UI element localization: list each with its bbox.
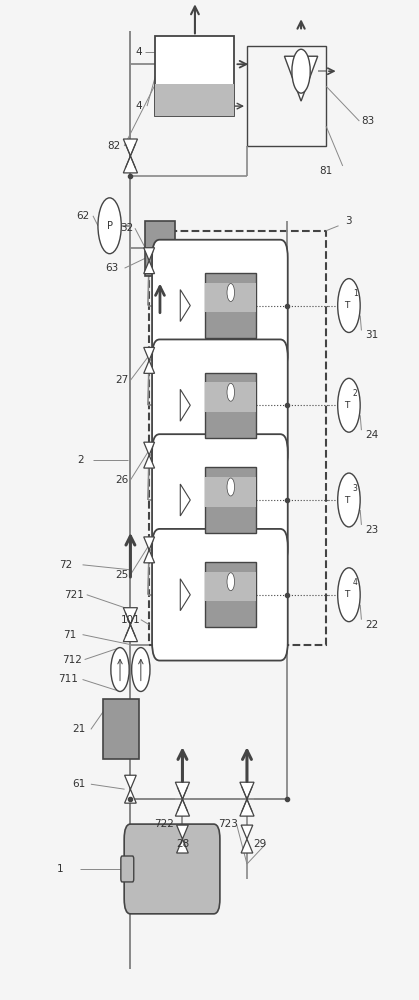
Circle shape [227, 383, 235, 401]
Text: 3: 3 [353, 484, 357, 493]
Polygon shape [240, 782, 254, 799]
Bar [205, 283, 256, 312]
Text: T: T [344, 590, 349, 599]
Polygon shape [180, 484, 190, 516]
Bar [205, 373, 256, 438]
Text: P: P [106, 221, 113, 231]
Text: 26: 26 [116, 475, 129, 485]
Polygon shape [123, 156, 137, 173]
Text: 101: 101 [121, 615, 140, 625]
Circle shape [338, 473, 360, 527]
Polygon shape [241, 839, 253, 853]
Text: 712: 712 [62, 655, 82, 665]
Polygon shape [180, 389, 190, 421]
Circle shape [338, 378, 360, 432]
Bar [155, 36, 235, 116]
Text: T: T [344, 301, 349, 310]
Bar [205, 572, 256, 601]
Text: 61: 61 [72, 779, 85, 789]
Text: 21: 21 [72, 724, 85, 734]
Text: 722: 722 [154, 819, 173, 829]
Circle shape [132, 648, 150, 691]
Polygon shape [123, 608, 137, 625]
Polygon shape [144, 455, 155, 468]
Text: 62: 62 [76, 211, 89, 221]
Bar [103, 699, 139, 759]
Polygon shape [177, 839, 188, 853]
FancyBboxPatch shape [152, 240, 288, 371]
Polygon shape [144, 442, 155, 455]
Text: 83: 83 [361, 116, 374, 126]
Polygon shape [176, 799, 189, 816]
Polygon shape [176, 782, 189, 799]
Polygon shape [144, 550, 155, 563]
Text: 82: 82 [107, 141, 120, 151]
Circle shape [98, 198, 121, 254]
Circle shape [227, 478, 235, 496]
Text: 721: 721 [64, 590, 84, 600]
Polygon shape [180, 290, 190, 321]
Bar [205, 477, 256, 507]
FancyBboxPatch shape [121, 856, 134, 882]
Polygon shape [144, 248, 155, 261]
Text: 72: 72 [59, 560, 72, 570]
Text: 2: 2 [353, 389, 357, 398]
Polygon shape [123, 625, 137, 642]
Circle shape [338, 568, 360, 622]
Bar [247, 46, 326, 146]
Polygon shape [144, 537, 155, 550]
Bar [205, 273, 256, 338]
Bar [205, 562, 256, 627]
Circle shape [111, 648, 129, 691]
Polygon shape [180, 579, 190, 611]
Polygon shape [241, 825, 253, 839]
Circle shape [338, 279, 360, 332]
Text: 32: 32 [120, 223, 133, 233]
Text: 28: 28 [176, 839, 189, 849]
FancyBboxPatch shape [152, 434, 288, 566]
Polygon shape [177, 825, 188, 839]
Circle shape [292, 49, 310, 93]
Bar [155, 84, 235, 116]
Text: T: T [344, 401, 349, 410]
Text: 71: 71 [63, 630, 77, 640]
Text: T: T [344, 496, 349, 505]
Text: 31: 31 [365, 330, 378, 340]
Text: 23: 23 [365, 525, 378, 535]
Text: 24: 24 [365, 430, 378, 440]
Text: 4: 4 [353, 578, 357, 587]
Text: 2: 2 [77, 455, 84, 465]
Text: 81: 81 [319, 166, 333, 176]
Polygon shape [124, 789, 136, 803]
Text: 4: 4 [135, 101, 142, 111]
FancyBboxPatch shape [152, 339, 288, 471]
Bar [145, 221, 175, 276]
Text: 4: 4 [135, 47, 142, 57]
Bar [205, 467, 256, 533]
Text: 27: 27 [116, 375, 129, 385]
Polygon shape [144, 347, 155, 360]
Polygon shape [144, 360, 155, 373]
Text: 25: 25 [116, 570, 129, 580]
Polygon shape [124, 775, 136, 789]
Circle shape [227, 284, 235, 301]
Bar [205, 382, 256, 412]
Polygon shape [144, 261, 155, 274]
Polygon shape [285, 56, 318, 101]
Text: 1: 1 [353, 289, 357, 298]
Polygon shape [123, 139, 137, 156]
Circle shape [227, 573, 235, 591]
Text: 63: 63 [106, 263, 119, 273]
Bar [149, 231, 326, 645]
FancyBboxPatch shape [124, 824, 220, 914]
Text: 3: 3 [346, 216, 352, 226]
Text: 711: 711 [58, 675, 78, 685]
FancyBboxPatch shape [152, 529, 288, 661]
Text: 29: 29 [253, 839, 266, 849]
Text: 22: 22 [365, 620, 378, 630]
Polygon shape [240, 799, 254, 816]
Text: 1: 1 [56, 864, 63, 874]
Text: 723: 723 [218, 819, 238, 829]
